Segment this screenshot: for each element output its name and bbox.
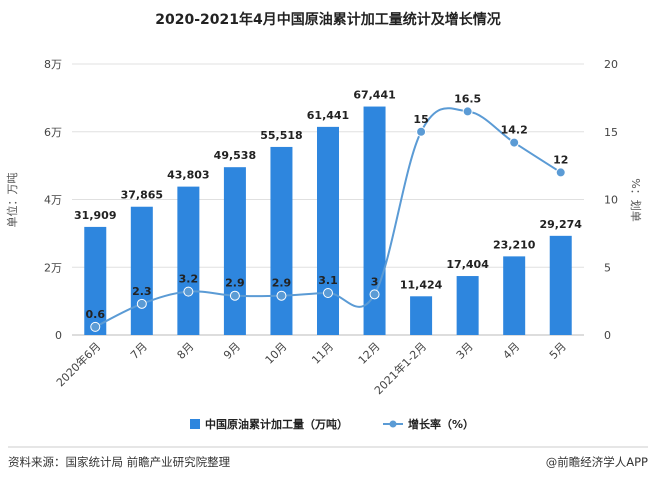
x-tick-label: 12月 [356, 340, 383, 367]
y2-axis-ticks: 0 5 10 15 20 [604, 58, 618, 342]
line-value-label: 15 [413, 113, 428, 126]
line-value-label: 0.6 [86, 308, 106, 321]
line-value-label: 16.5 [454, 92, 481, 105]
bar-series [84, 106, 572, 335]
y-tick-label: 8万 [44, 58, 62, 71]
y-axis-title: 单位：万吨 [5, 173, 19, 228]
x-tick-label: 7月 [128, 340, 150, 362]
line-point [416, 126, 427, 137]
bar-value-label: 23,210 [493, 238, 536, 251]
x-tick-label: 4月 [500, 340, 522, 362]
legend-bar-swatch [190, 419, 200, 429]
line-point [462, 106, 473, 117]
y2-axis-title: %：划单 [629, 178, 642, 221]
x-tick-label: 10月 [263, 340, 290, 367]
line-point [369, 289, 380, 300]
bar [456, 276, 479, 335]
bar-value-label: 29,274 [540, 218, 583, 231]
x-tick-label: 5月 [547, 340, 569, 362]
bar-labels: 31,909 37,865 43,803 49,538 55,518 61,441 67,4… [74, 89, 582, 292]
y2-tick-label: 20 [604, 58, 618, 71]
bar [223, 167, 246, 335]
x-tick-label: 3月 [454, 340, 476, 362]
bar [410, 296, 433, 335]
line-value-label: 2.9 [272, 277, 292, 290]
bar-value-label: 31,909 [74, 209, 116, 222]
bar-value-label: 11,424 [400, 278, 443, 291]
y2-tick-label: 5 [604, 261, 611, 274]
bar [130, 206, 153, 335]
bar-value-label: 37,865 [121, 189, 163, 202]
x-tick-label: 9月 [221, 340, 243, 362]
line-value-label: 14.2 [501, 124, 528, 137]
y-tick-label: 2万 [44, 261, 62, 274]
y2-tick-label: 10 [604, 194, 618, 207]
line-point [90, 321, 101, 332]
line-labels: 0.6 2.3 3.2 2.9 2.9 3.1 3 15 16.5 14.2 12 [86, 92, 569, 320]
y2-tick-label: 15 [604, 126, 618, 139]
line-point [136, 298, 147, 309]
bar-value-label: 43,803 [167, 169, 209, 182]
line-point [229, 290, 240, 301]
line-point [183, 286, 194, 297]
bar-value-label: 61,441 [307, 109, 349, 122]
bar [503, 256, 526, 335]
y-tick-label: 6万 [44, 126, 62, 139]
chart-title: 2020-2021年4月中国原油累计加工量统计及增长情况 [155, 11, 500, 28]
bar [549, 235, 572, 335]
y-tick-label: 4万 [44, 194, 62, 207]
footer-source: 资料来源：国家统计局 前瞻产业研究院整理 [8, 455, 231, 469]
bar-value-label: 49,538 [214, 149, 256, 162]
line-series [90, 106, 566, 332]
footer-brand: @前瞻经济学人APP [546, 455, 648, 469]
line-path [94, 107, 562, 328]
y2-tick-label: 0 [604, 329, 611, 342]
y-tick-label: 0 [55, 329, 62, 342]
line-point [555, 167, 566, 178]
bar-value-label: 55,518 [260, 129, 302, 142]
line-value-label: 3 [371, 275, 379, 288]
bar-value-label: 67,441 [353, 89, 395, 102]
x-tick-label: 11月 [309, 340, 336, 367]
line-value-label: 3.2 [179, 273, 199, 286]
bar-value-label: 17,404 [446, 258, 489, 271]
line-value-label: 12 [553, 153, 568, 166]
bar [270, 146, 293, 335]
bar [363, 106, 386, 335]
line-point [323, 287, 333, 298]
legend-bar-label: 中国原油累计加工量（万吨） [205, 417, 348, 431]
line-value-label: 2.3 [132, 285, 152, 298]
legend-line-marker [389, 420, 397, 428]
bar [84, 226, 107, 335]
line-point [509, 137, 520, 148]
x-tick-label: 2020年6月 [53, 339, 103, 389]
legend-line-label: 增长率（%） [408, 417, 474, 431]
y-axis-ticks: 0 2万 4万 6万 8万 [44, 58, 62, 342]
bar [177, 186, 200, 335]
line-value-label: 3.1 [318, 274, 338, 287]
line-point [276, 290, 287, 301]
x-tick-label: 8月 [175, 340, 197, 362]
legend: 中国原油累计加工量（万吨） 增长率（%） [190, 417, 474, 431]
bar [317, 126, 339, 335]
line-value-label: 2.9 [225, 277, 245, 290]
